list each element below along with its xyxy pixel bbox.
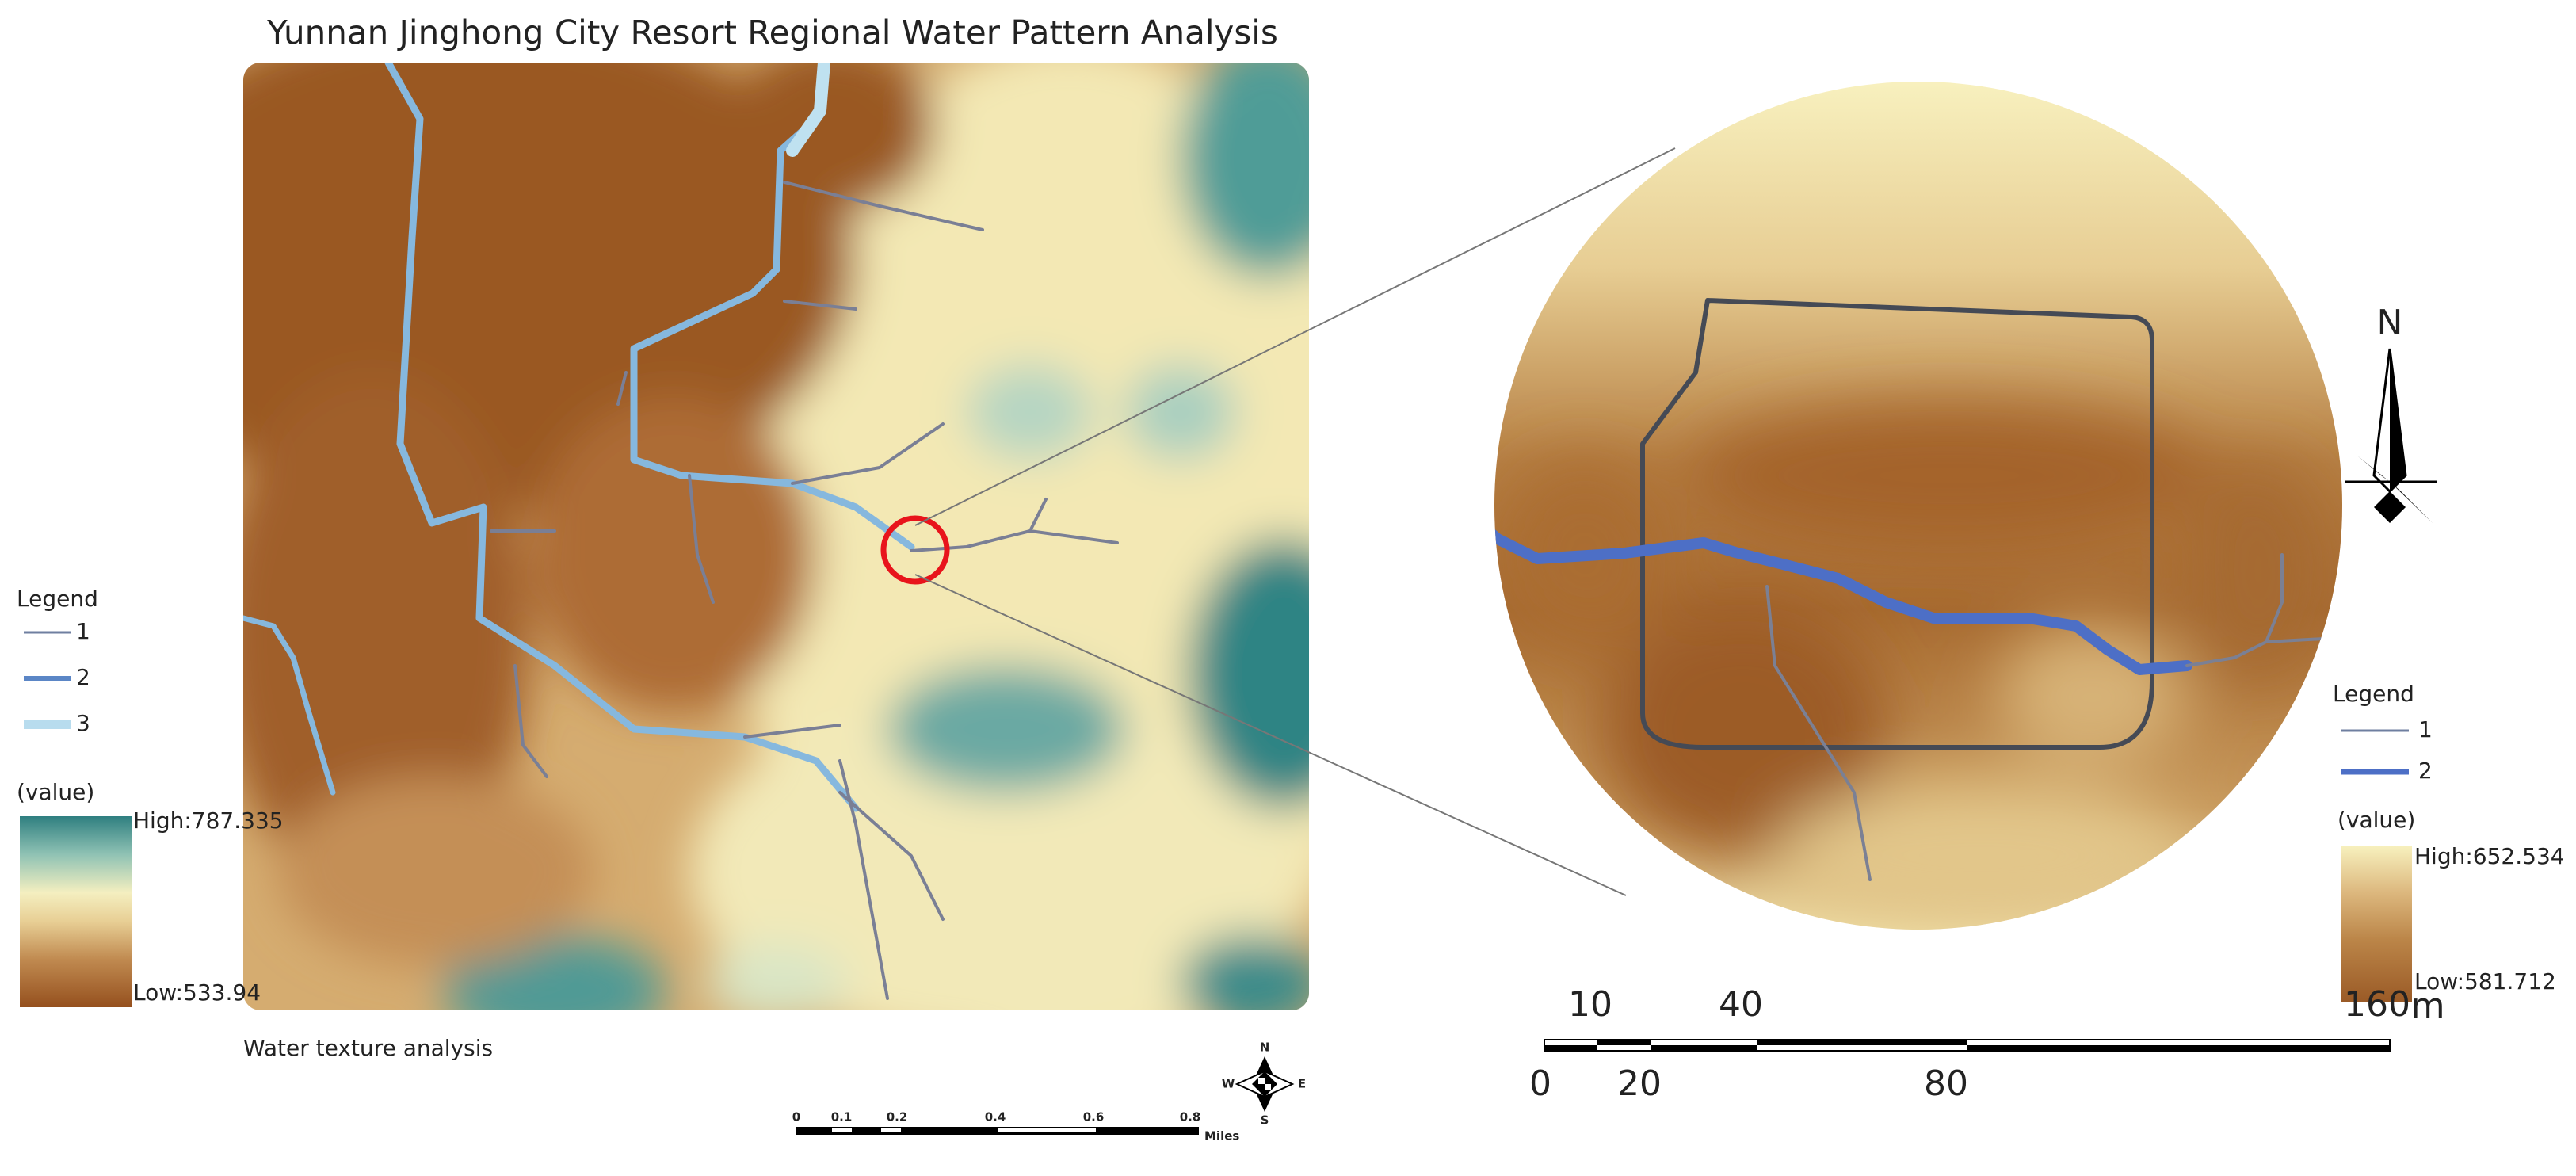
compass-w: W: [1222, 1077, 1235, 1091]
color-ramp: [20, 816, 132, 1007]
legend-low: Low:533.94: [133, 979, 261, 1006]
compass-n: N: [1260, 1040, 1270, 1055]
caption: Water texture analysis: [243, 1035, 493, 1061]
scale-unit: Miles: [1204, 1129, 1239, 1144]
scale-label: 40: [1719, 984, 1763, 1025]
scale-label: 0.2: [887, 1110, 908, 1124]
scale-unit: m: [2411, 986, 2445, 1026]
legend-high: High:787.335: [133, 808, 284, 834]
legend-value-title: (value): [17, 779, 94, 805]
legend-low: Low:581.712: [2414, 968, 2556, 995]
scale-label: 0.8: [1180, 1110, 1201, 1124]
right-map: [1494, 82, 2342, 930]
compass: [1235, 1056, 1295, 1112]
scale-label: 0.1: [831, 1110, 853, 1124]
legend-high: High:652.534: [2414, 843, 2565, 869]
focus-circle: [880, 515, 950, 585]
scale-bar: [1544, 1039, 2391, 1052]
north-arrow: [2345, 348, 2437, 523]
scale-label: 10: [1568, 984, 1612, 1025]
legend-title: Legend: [17, 586, 98, 612]
scale-label: 160: [2344, 984, 2410, 1025]
compass-s: S: [1261, 1113, 1269, 1128]
zoom-line: [914, 574, 1627, 896]
scale-label: 0.6: [1083, 1110, 1105, 1124]
north-label: N: [2377, 303, 2403, 343]
scale-label: 0: [1529, 1063, 1551, 1104]
scale-bar: [796, 1127, 1199, 1135]
legend-label: 2: [76, 664, 90, 690]
legend-value-title: (value): [2337, 807, 2415, 833]
zoom-line: [914, 147, 1676, 526]
legend-label: 1: [2418, 716, 2433, 743]
legend-label: 2: [2418, 758, 2433, 784]
scale-label: 0.4: [985, 1110, 1006, 1124]
title: Yunnan Jinghong City Resort Regional Wat…: [266, 13, 1278, 52]
scale-label: 80: [1924, 1063, 1968, 1104]
scale-label: 0: [792, 1110, 800, 1124]
legend-label: 3: [76, 710, 90, 736]
scale-label: 20: [1617, 1063, 1662, 1104]
left-map: [243, 63, 1309, 1010]
color-ramp: [2341, 846, 2412, 1002]
legend-title: Legend: [2333, 681, 2414, 707]
compass-e: E: [1298, 1077, 1306, 1091]
legend-label: 1: [76, 618, 90, 644]
